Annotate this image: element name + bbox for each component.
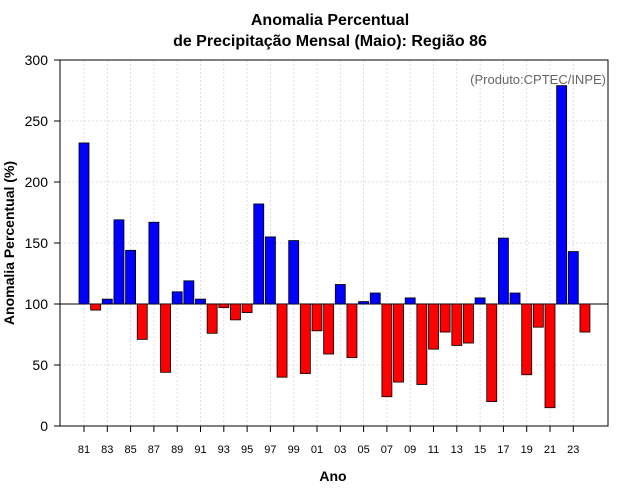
bar-87 xyxy=(148,221,160,305)
bar-06 xyxy=(369,292,381,305)
bar-10 xyxy=(416,303,428,385)
chart-title-line2: de Precipitação Mensal (Maio): Região 86 xyxy=(173,33,487,50)
x-tick-label-91: 91 xyxy=(194,444,206,456)
x-tick-label-13: 13 xyxy=(451,444,463,456)
x-axis: 81 83 85 87 89 91 93 95 97 99 01 03 05 07 09 11 13 15 17 19… xyxy=(78,426,579,456)
bar-95 xyxy=(241,303,253,313)
bars xyxy=(78,85,591,409)
x-tick-label-15: 15 xyxy=(474,444,486,456)
x-tick-label-09: 09 xyxy=(404,444,416,456)
bar-92 xyxy=(206,303,218,334)
bar-09 xyxy=(404,297,416,305)
bar-90 xyxy=(183,280,195,305)
y-tick-label-3: 150 xyxy=(25,235,49,251)
bar-88 xyxy=(160,303,171,373)
y-tick-label-1: 50 xyxy=(32,357,48,373)
y-tick-label-5: 250 xyxy=(25,113,49,129)
x-tick-label-95: 95 xyxy=(241,444,253,456)
y-tick-label-0: 0 xyxy=(40,418,48,434)
x-tick-label-05: 05 xyxy=(357,444,369,456)
x-tick-label-87: 87 xyxy=(148,444,160,456)
x-tick-label-99: 99 xyxy=(288,444,300,456)
x-tick-label-21: 21 xyxy=(544,444,556,456)
bar-21 xyxy=(544,303,556,409)
x-tick-label-11: 11 xyxy=(428,444,439,456)
bar-17 xyxy=(497,237,509,305)
bar-82 xyxy=(90,303,102,311)
bar-15 xyxy=(474,297,486,305)
bar-07 xyxy=(381,303,393,398)
x-tick-label-81: 81 xyxy=(78,444,90,456)
bar-94 xyxy=(230,303,241,321)
y-axis: 0 50 100 150 200 250 300 xyxy=(25,52,60,434)
bar-14 xyxy=(463,303,474,344)
bar-02 xyxy=(323,303,335,355)
bar-12 xyxy=(439,303,451,333)
bar-16 xyxy=(486,303,498,402)
bar-96 xyxy=(253,203,265,305)
x-tick-label-97: 97 xyxy=(264,444,276,456)
x-tick-label-85: 85 xyxy=(124,444,136,456)
bar-18 xyxy=(509,292,521,305)
bar-19 xyxy=(521,303,533,376)
x-tick-label-19: 19 xyxy=(521,444,533,456)
bar-11 xyxy=(428,303,439,350)
y-axis-label: Anomalia Percentual (%) xyxy=(1,161,17,325)
bar-86 xyxy=(136,303,148,340)
bar-13 xyxy=(451,303,463,346)
x-tick-label-03: 03 xyxy=(334,444,346,456)
bar-03 xyxy=(334,284,346,305)
bar-99 xyxy=(288,240,300,305)
bar-24 xyxy=(579,303,591,333)
x-tick-label-89: 89 xyxy=(171,444,183,456)
bar-83 xyxy=(101,298,113,305)
x-tick-label-23: 23 xyxy=(567,444,579,456)
x-tick-label-17: 17 xyxy=(497,444,509,456)
y-tick-label-6: 300 xyxy=(25,52,49,68)
bar-91 xyxy=(195,298,206,305)
bar-20 xyxy=(532,303,544,328)
x-tick-label-07: 07 xyxy=(381,444,393,456)
bar-84 xyxy=(113,219,125,305)
bar-00 xyxy=(299,303,311,374)
bar-23 xyxy=(567,251,579,305)
x-tick-label-01: 01 xyxy=(311,444,323,456)
x-axis-label: Ano xyxy=(319,468,346,484)
bar-08 xyxy=(393,303,404,383)
bar-97 xyxy=(264,236,276,305)
x-tick-label-93: 93 xyxy=(218,444,230,456)
bar-89 xyxy=(171,291,183,305)
bar-04 xyxy=(346,303,358,359)
y-tick-label-4: 200 xyxy=(25,174,49,190)
credit-label: (Produto:CPTEC/INPE) xyxy=(470,72,606,87)
y-tick-label-2: 100 xyxy=(25,296,49,312)
chart-title-line1: Anomalia Percentual xyxy=(251,12,409,29)
bar-01 xyxy=(311,303,323,332)
bar-22 xyxy=(556,85,568,305)
bar-93 xyxy=(218,303,230,309)
bar-05 xyxy=(358,301,370,305)
bar-85 xyxy=(125,249,136,305)
bar-81 xyxy=(78,142,90,305)
x-tick-label-83: 83 xyxy=(101,444,113,456)
bar-98 xyxy=(276,303,288,378)
